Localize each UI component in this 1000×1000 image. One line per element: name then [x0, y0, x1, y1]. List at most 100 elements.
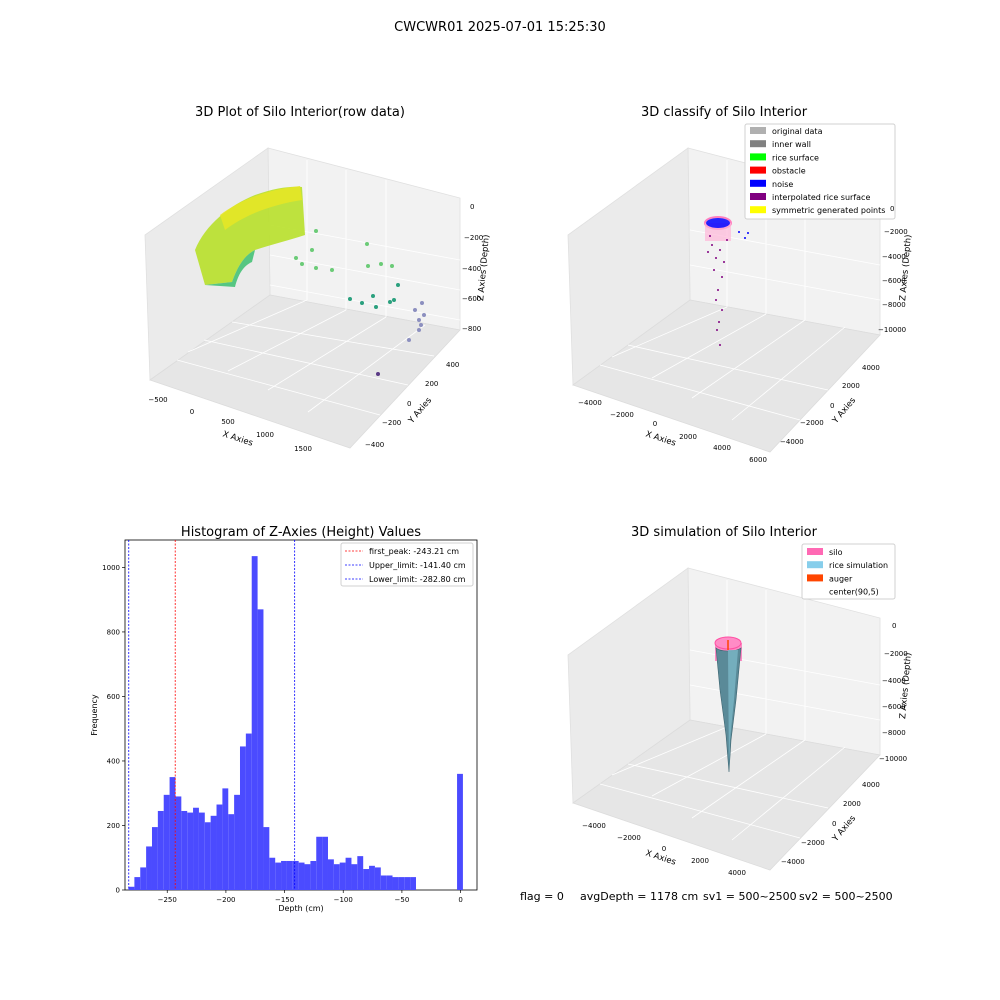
histogram-bar: [292, 860, 299, 890]
simulation-legend-item-swatch: [807, 574, 823, 582]
classify-ylabel: Y Axies: [830, 395, 858, 426]
histogram-bar: [151, 827, 158, 890]
simulation-legend-frame: [801, 543, 896, 600]
histogram-bar: [157, 810, 164, 890]
histogram-ytick-label: 400: [107, 757, 120, 765]
histogram-bar: [327, 859, 334, 890]
simulation-floor: [572, 719, 881, 871]
histogram-y-ticks: 0 200 400 600 800 1000: [102, 564, 125, 895]
classify-ytick: −4000: [780, 438, 804, 446]
histogram-bar: [351, 864, 358, 890]
simulation-legend-item-label: auger: [829, 574, 853, 583]
raw-rice-surface-band: [195, 186, 305, 285]
histogram-bar: [380, 875, 387, 890]
classify-xtick: 2000: [679, 433, 697, 441]
simulation-ytick: 4000: [862, 781, 880, 789]
classify-ztick: −6000: [882, 277, 906, 285]
histogram-bar: [193, 807, 199, 890]
histogram-bar: [210, 815, 217, 890]
simulation-ylabel: Y Axies: [830, 813, 858, 844]
simulation-surface: [714, 636, 742, 773]
classify-ztick: 0: [890, 205, 894, 213]
classify-ztick: −2000: [884, 228, 908, 236]
figure-title: CWCWR01 2025-07-01 15:25:30: [394, 20, 606, 35]
status-sv2: sv2 = 500~2500: [799, 890, 893, 903]
simulation-rice-cone-light: [728, 650, 738, 772]
classify-ztick: −8000: [882, 301, 906, 309]
classify-x-ticks: −4000 −2000 0 2000 4000 6000: [578, 399, 767, 464]
classify-legend: [744, 123, 896, 220]
status-flag: flag = 0: [520, 890, 564, 903]
raw-zlabel: Z Axies (Depth): [476, 234, 492, 301]
simulation-legend: [801, 543, 896, 600]
histogram-xtick-label: −250: [158, 896, 177, 904]
raw-rice-surface-top: [220, 186, 302, 230]
histogram-bar: [322, 836, 328, 890]
histogram-bar: [216, 804, 223, 890]
legend-label-lower-limit: Lower_limit: -282.80 cm: [369, 575, 466, 584]
simulation-xtick: 2000: [691, 857, 709, 865]
simulation-3d-panel: 3D simulation of Silo Interior −4000 −20…: [520, 525, 914, 903]
histogram-bar: [404, 877, 411, 890]
histogram-bar: [269, 857, 276, 890]
simulation-ytick: 0: [832, 820, 836, 828]
histogram-bar: [169, 777, 176, 890]
histogram-xtick-label: −150: [275, 896, 294, 904]
classify-ztick: −10000: [878, 326, 906, 334]
histogram-bar: [175, 796, 182, 890]
raw-grid: [176, 160, 461, 416]
histogram-bar: [398, 877, 405, 890]
classify-points: [704, 216, 749, 346]
simulation-legend-item-swatch: [807, 561, 823, 569]
classify-ytick: 2000: [842, 382, 860, 390]
histogram-bar: [245, 733, 252, 890]
simulation-xtick: 4000: [728, 869, 746, 877]
simulation-ztick: −8000: [882, 729, 906, 737]
simulation-ytick: −2000: [801, 839, 825, 847]
classify-legend-item-swatch: [750, 153, 766, 161]
classify-ytick: 4000: [862, 364, 880, 372]
classify-xtick: 6000: [749, 456, 767, 464]
simulation-y-ticks: 4000 2000 0 −2000 −4000: [781, 781, 880, 866]
histogram-bar: [239, 746, 246, 890]
raw-point-cloud: [195, 186, 426, 376]
simulation-ytick: 2000: [843, 800, 861, 808]
histogram-bar: [134, 877, 141, 890]
histogram-legend-frame: [340, 542, 474, 587]
simulation-panel-title: 3D simulation of Silo Interior: [631, 525, 818, 540]
histogram-bar: [257, 609, 264, 890]
histogram-bar: [204, 822, 211, 890]
histogram-bar: [298, 862, 305, 890]
histogram-title: Histogram of Z-Axies (Height) Values: [181, 525, 421, 540]
raw-ytick: 400: [446, 361, 459, 369]
raw-z-ticks: 0 −200 −400 −600 −800: [462, 203, 483, 333]
histogram-bar: [369, 865, 375, 890]
histogram-bar: [275, 862, 282, 890]
classify-xtick: 4000: [713, 444, 731, 452]
classify-legend-item-label: inner wall: [772, 140, 811, 149]
classify-legend-item-swatch: [750, 179, 766, 187]
simulation-xtick: −4000: [582, 822, 606, 830]
histogram-bar: [374, 867, 381, 890]
histogram-panel: Histogram of Z-Axies (Height) Values −25…: [90, 525, 478, 913]
histogram-bar: [310, 860, 317, 890]
histogram-bar: [187, 812, 194, 890]
legend-label-upper-limit: Upper_limit: -141.40 cm: [369, 561, 466, 570]
histogram-bar: [304, 864, 311, 890]
simulation-ztick: 0: [892, 622, 896, 630]
simulation-ytick: −4000: [781, 858, 805, 866]
raw-xtick: 0: [190, 408, 194, 416]
raw-floor: [149, 294, 461, 449]
histogram-bar: [281, 860, 287, 890]
histogram-bar: [222, 788, 229, 890]
simulation-legend-item-label: center(90,5): [829, 588, 879, 597]
histogram-bar: [457, 773, 463, 890]
classify-legend-item-label: interpolated rice surface: [772, 193, 870, 202]
raw-ytick: 0: [407, 400, 411, 408]
simulation-zlabel: Z Axies (Depth): [898, 652, 914, 719]
raw-ztick: −600: [462, 295, 481, 303]
raw-xlabel: X Axies: [221, 429, 254, 448]
histogram-bar: [357, 856, 364, 890]
classify-xtick: −4000: [578, 399, 602, 407]
histogram-ytick-label: 800: [107, 628, 120, 636]
